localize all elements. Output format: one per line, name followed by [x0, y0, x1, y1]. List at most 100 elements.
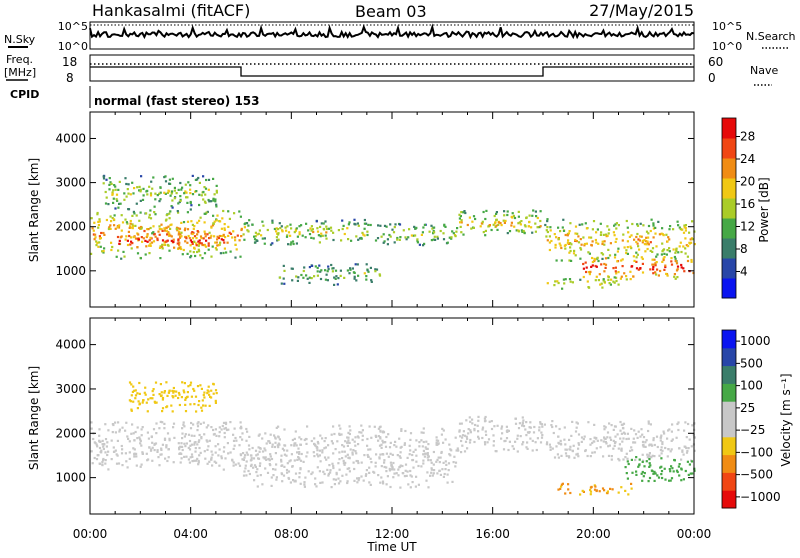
- freq-nave-trace: [90, 63, 694, 77]
- noise-tick-left-bottom: 10^0: [58, 40, 88, 53]
- velocity-band-1: [241, 424, 458, 489]
- time-tick-2: 08:00: [274, 527, 309, 541]
- power-colorbar-tick-0: 4: [740, 265, 748, 279]
- power-colorbar-swatch-1: [722, 258, 736, 279]
- power-band-6: [455, 209, 542, 237]
- power-colorbar-swatch-8: [722, 118, 736, 139]
- freq-panel-frame: [89, 54, 695, 82]
- nave-tick-top: 60: [708, 55, 723, 69]
- velocity-band-0: [90, 420, 243, 471]
- velocity-colorbar-tick-7: −1000: [740, 490, 781, 504]
- velocity-heatmap: [90, 381, 696, 496]
- power-colorbar-tick-5: 24: [740, 152, 755, 166]
- velocity-colorbar-swatch-1: [722, 472, 736, 491]
- velocity-band-3: [543, 420, 696, 462]
- freq-label-line2: [MHz]: [4, 66, 36, 79]
- power-band-4: [278, 263, 382, 286]
- freq-label-line1: Freq.: [6, 53, 33, 66]
- power-y-tick-1: 2000: [55, 220, 86, 234]
- velocity-colorbar-tick-5: −100: [740, 445, 773, 459]
- time-tick-3: 12:00: [375, 527, 410, 541]
- velocity-colorbar-tick-0: 1000: [740, 334, 771, 348]
- velocity-colorbar-swatch-9: [722, 330, 736, 349]
- velocity-colorbar-tick-2: 100: [740, 379, 763, 393]
- power-colorbar-tick-3: 16: [740, 197, 755, 211]
- velocity-colorbar-swatch-2: [722, 454, 736, 473]
- freq-tick-top: 18: [62, 55, 77, 69]
- power-heatmap: [90, 174, 696, 290]
- velocity-colorbar-swatch-7: [722, 365, 736, 384]
- freq-tick-bottom: 8: [66, 71, 74, 85]
- noise-panel-frame: [89, 21, 695, 50]
- velocity-y-tick-1: 2000: [55, 426, 86, 440]
- time-tick-0: 00:00: [73, 527, 108, 541]
- velocity-colorbar-swatch-6: [722, 383, 736, 402]
- power-colorbar-swatch-4: [722, 198, 736, 219]
- velocity-colorbar-swatch-0: [722, 490, 736, 509]
- noise-tick-left-top: 10^5: [58, 20, 88, 33]
- time-axis-title: Time UT: [366, 540, 417, 554]
- power-colorbar-swatch-6: [722, 158, 736, 179]
- nsky-trace: [89, 23, 695, 40]
- velocity-colorbar-tick-6: −500: [740, 468, 773, 482]
- power-band-8: [582, 253, 695, 281]
- velocity-colorbar-swatch-4: [722, 419, 736, 438]
- velocity-colorbar-swatch-5: [722, 401, 736, 420]
- cpid-label: CPID: [10, 88, 39, 101]
- velocity-band-2: [455, 415, 544, 454]
- velocity-y-axis: 1000 2000 3000 4000: [55, 338, 694, 485]
- nsearch-label: N.Search: [746, 30, 796, 43]
- power-colorbar-tick-2: 12: [740, 220, 755, 234]
- power-band-1: [116, 231, 230, 251]
- velocity-ylabel: Slant Range [km]: [27, 366, 41, 470]
- power-colorbar-swatch-5: [722, 178, 736, 199]
- velocity-band-5: [557, 482, 633, 496]
- velocity-colorbar-label: Velocity [m s⁻¹]: [779, 373, 793, 466]
- power-band-9: [546, 276, 620, 290]
- power-band-3: [242, 218, 369, 246]
- power-colorbar-swatch-7: [722, 138, 736, 159]
- velocity-colorbar-tick-1: 500: [740, 356, 763, 370]
- power-colorbar: 4 8 12 16 20 24 28: [721, 117, 755, 299]
- power-colorbar-swatch-0: [722, 278, 736, 299]
- velocity-colorbar-swatch-3: [722, 436, 736, 456]
- nave-label: Nave: [750, 64, 778, 77]
- power-band-2: [102, 174, 218, 211]
- date-title: 27/May/2015: [589, 1, 694, 20]
- noise-trace: [89, 23, 695, 40]
- power-band-7: [544, 218, 696, 263]
- power-band-5: [367, 222, 457, 247]
- power-colorbar-tick-1: 8: [740, 242, 748, 256]
- beam-title: Beam 03: [355, 2, 427, 21]
- velocity-band-4: [128, 381, 218, 413]
- power-colorbar-tick-4: 20: [740, 175, 755, 189]
- time-tick-1: 04:00: [173, 527, 208, 541]
- power-ylabel: Slant Range [km]: [27, 158, 41, 262]
- noise-tick-right-bottom: 10^0: [712, 40, 742, 53]
- velocity-colorbar: 1000 500 100 25 −25 −100 −500 −1000: [721, 329, 781, 509]
- power-colorbar-label: Power [dB]: [757, 177, 771, 242]
- power-y-tick-2: 3000: [55, 176, 86, 190]
- time-axis-labels: 00:00 04:00 08:00 12:00 16:00 20:00 00:00: [73, 527, 712, 541]
- velocity-band-6: [624, 456, 696, 483]
- power-y-tick-0: 1000: [55, 264, 86, 278]
- velocity-colorbar-swatch-8: [722, 347, 736, 367]
- velocity-panel-frame: [89, 317, 695, 515]
- velocity-colorbar-tick-3: 25: [740, 401, 755, 415]
- nsky-label: N.Sky: [4, 33, 36, 46]
- time-tick-6: 00:00: [677, 527, 712, 541]
- power-band-0: [90, 209, 243, 260]
- power-colorbar-tick-6: 28: [740, 130, 755, 144]
- power-y-tick-3: 4000: [55, 131, 86, 145]
- time-tick-4: 16:00: [475, 527, 510, 541]
- noise-tick-right-top: 10^5: [712, 20, 742, 33]
- power-colorbar-swatch-2: [722, 238, 736, 259]
- nave-tick-bottom: 0: [708, 71, 716, 85]
- power-x-axis: [89, 112, 695, 307]
- station-title: Hankasalmi (fitACF): [92, 1, 250, 20]
- power-panel-frame: [89, 111, 695, 308]
- velocity-y-tick-2: 3000: [55, 382, 86, 396]
- power-y-axis: 1000 2000 3000 4000: [55, 131, 694, 278]
- freq-trace: [90, 66, 694, 77]
